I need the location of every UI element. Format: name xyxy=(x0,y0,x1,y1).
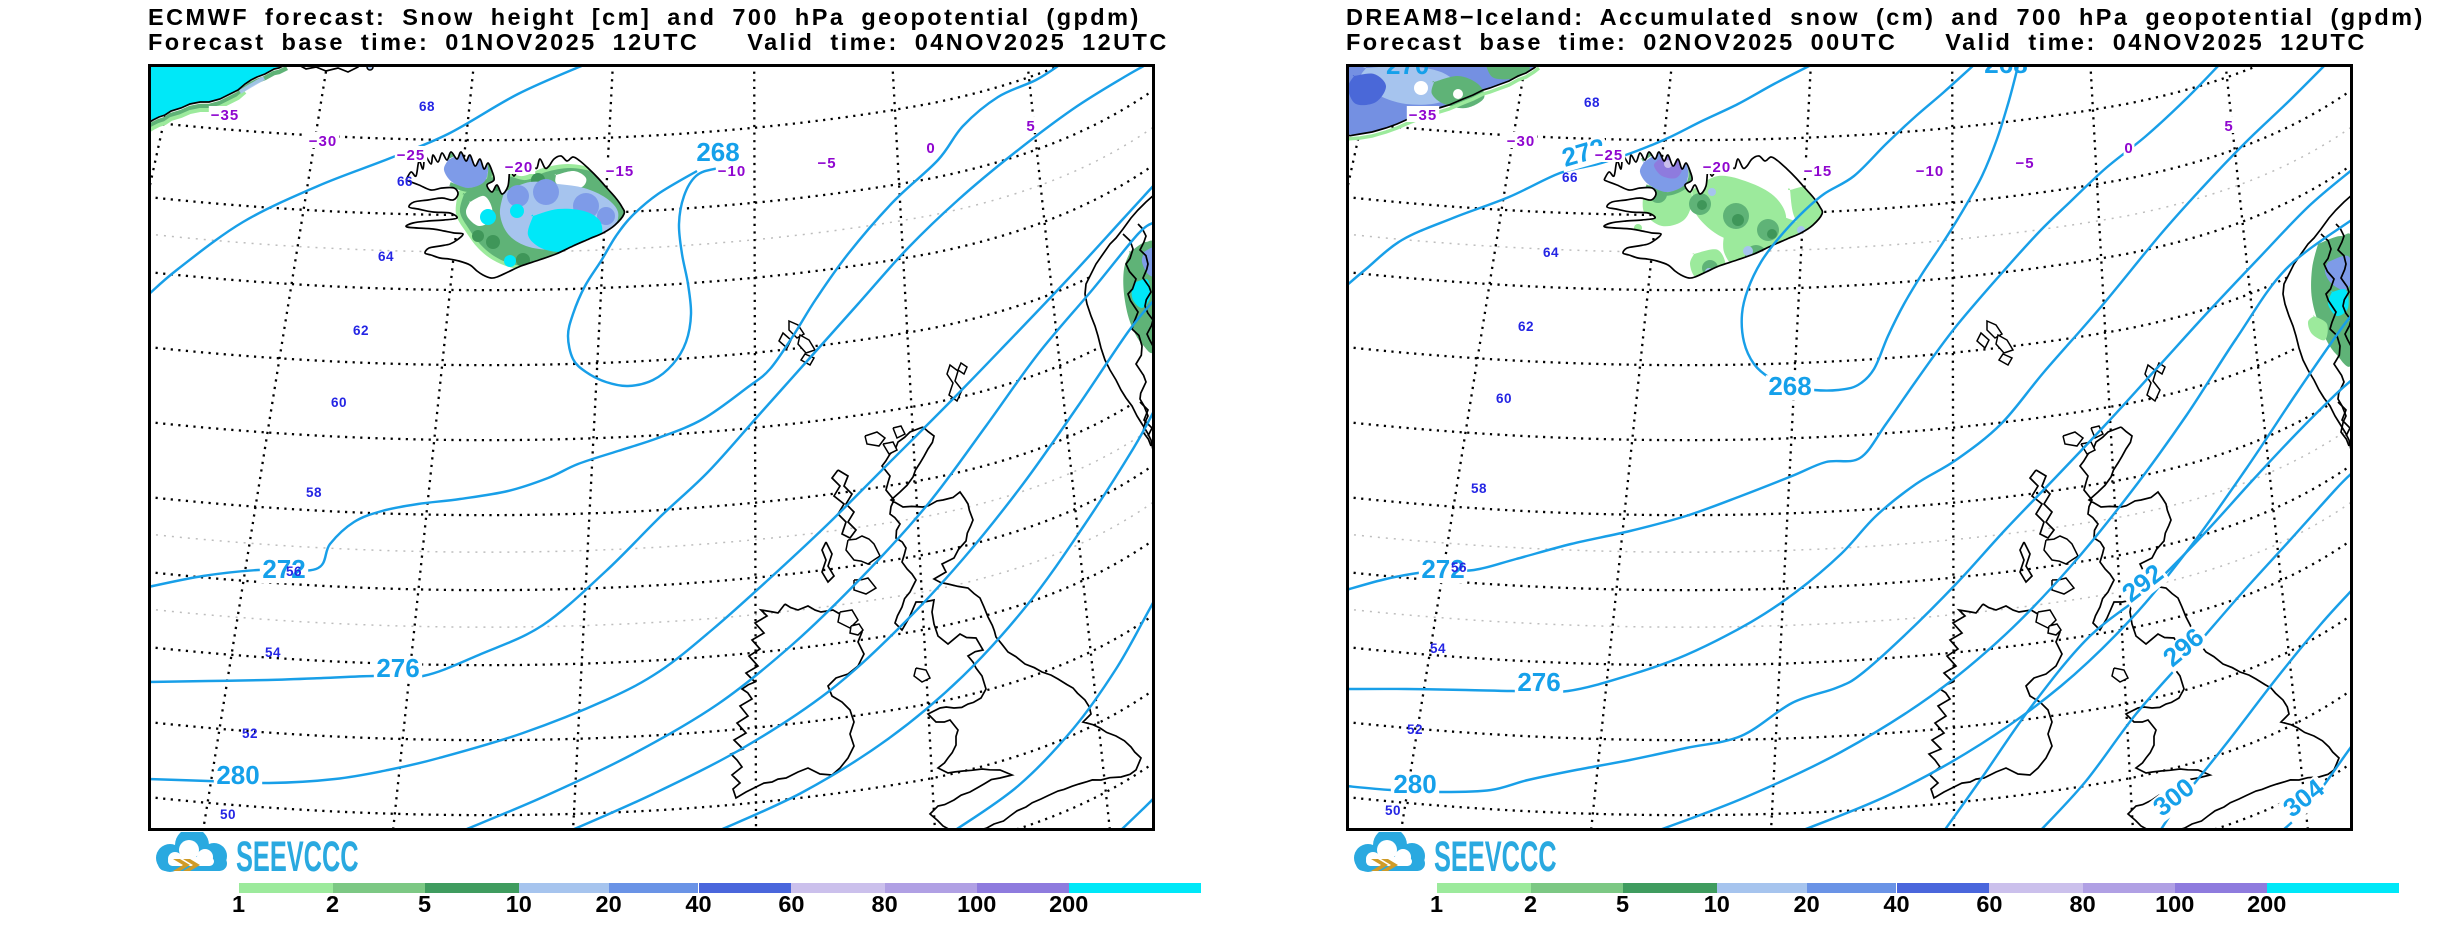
svg-text:276: 276 xyxy=(1517,667,1560,697)
svg-text:−25: −25 xyxy=(1595,147,1623,164)
svg-text:68: 68 xyxy=(419,99,435,114)
svg-text:−20: −20 xyxy=(505,159,533,176)
svg-text:−35: −35 xyxy=(1409,107,1437,124)
svg-text:304: 304 xyxy=(2277,772,2330,823)
svg-text:0: 0 xyxy=(926,140,935,157)
svg-text:−15: −15 xyxy=(1804,163,1832,180)
svg-text:−35: −35 xyxy=(211,107,239,124)
svg-text:52: 52 xyxy=(242,726,258,741)
svg-text:276: 276 xyxy=(376,653,419,683)
svg-text:5: 5 xyxy=(1026,118,1035,135)
svg-text:60: 60 xyxy=(331,395,347,410)
svg-text:270: 270 xyxy=(1386,64,1429,80)
svg-text:64: 64 xyxy=(1543,245,1559,260)
svg-text:296: 296 xyxy=(2157,622,2210,673)
svg-text:SEEVCCC: SEEVCCC xyxy=(1434,833,1557,878)
svg-text:50: 50 xyxy=(220,807,236,822)
svg-text:54: 54 xyxy=(265,645,281,660)
svg-text:62: 62 xyxy=(353,323,369,338)
svg-text:64: 64 xyxy=(378,249,394,264)
svg-text:−25: −25 xyxy=(397,147,425,164)
svg-text:280: 280 xyxy=(216,760,259,790)
svg-text:272: 272 xyxy=(1421,554,1464,584)
svg-text:66: 66 xyxy=(397,174,413,189)
svg-text:−30: −30 xyxy=(309,133,337,150)
svg-text:58: 58 xyxy=(1471,481,1487,496)
svg-text:268: 268 xyxy=(1984,64,2027,79)
svg-text:60: 60 xyxy=(1496,391,1512,406)
svg-text:62: 62 xyxy=(1518,319,1534,334)
svg-text:52: 52 xyxy=(1407,722,1423,737)
svg-text:66: 66 xyxy=(1562,170,1578,185)
svg-text:50: 50 xyxy=(1385,803,1401,818)
svg-text:56: 56 xyxy=(286,564,302,579)
svg-text:−30: −30 xyxy=(1507,133,1535,150)
svg-text:268: 268 xyxy=(1768,371,1811,401)
svg-text:−5: −5 xyxy=(2015,155,2034,172)
svg-text:−5: −5 xyxy=(817,155,836,172)
svg-text:−20: −20 xyxy=(1703,159,1731,176)
svg-text:280: 280 xyxy=(1393,769,1436,799)
svg-text:54: 54 xyxy=(1430,641,1446,656)
svg-text:SEEVCCC: SEEVCCC xyxy=(236,833,359,878)
svg-text:58: 58 xyxy=(306,485,322,500)
svg-text:292: 292 xyxy=(2116,558,2169,608)
svg-text:68: 68 xyxy=(1584,95,1600,110)
svg-text:272: 272 xyxy=(262,554,305,584)
svg-text:56: 56 xyxy=(1451,560,1467,575)
svg-text:−10: −10 xyxy=(718,163,746,180)
svg-text:−10: −10 xyxy=(1916,163,1944,180)
svg-text:−15: −15 xyxy=(606,163,634,180)
svg-text:5: 5 xyxy=(2224,118,2233,135)
svg-text:0: 0 xyxy=(2124,140,2133,157)
